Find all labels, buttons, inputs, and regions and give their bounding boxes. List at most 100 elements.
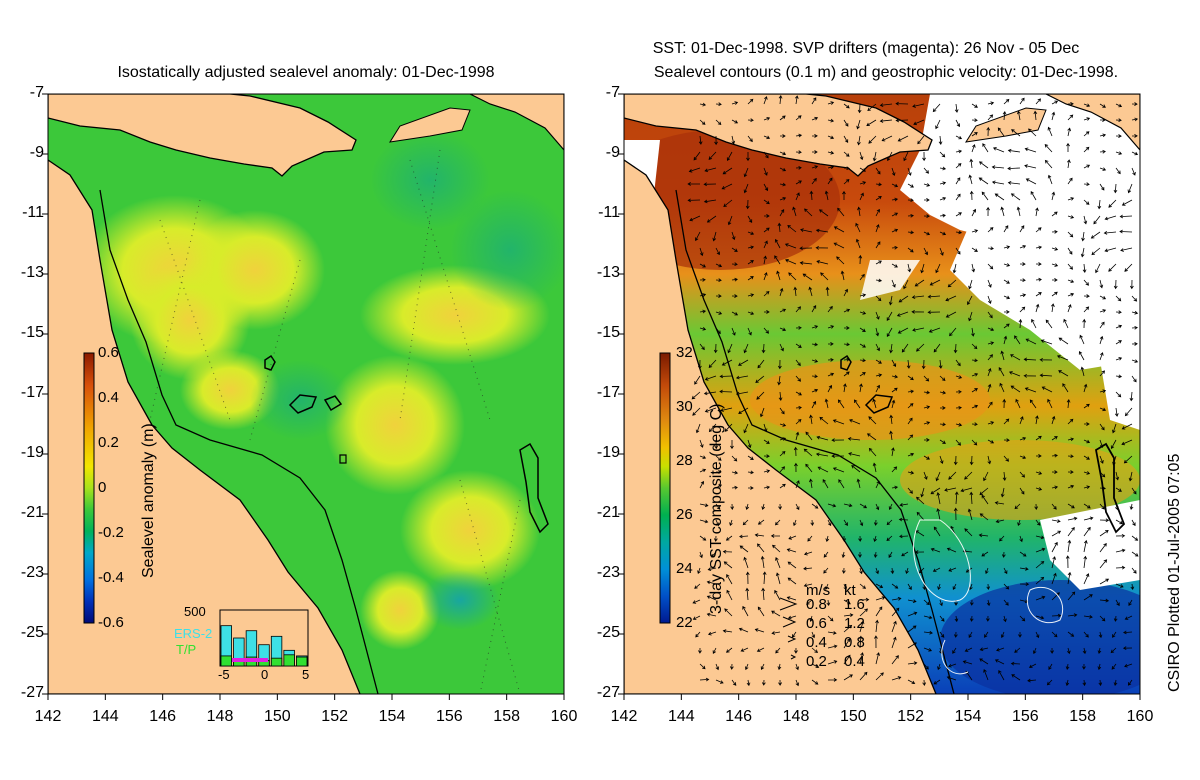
- velocity-arrow: [907, 403, 914, 409]
- velocity-arrow: [971, 388, 978, 393]
- velocity-arrow: [1099, 578, 1110, 585]
- velocity-arrow: [868, 447, 877, 457]
- velocity-arrow: [747, 276, 754, 281]
- velocity-arrow: [1083, 306, 1090, 313]
- velocity-arrow: [1131, 487, 1137, 495]
- velocity-arrow: [757, 606, 765, 617]
- velocity-arrow: [806, 599, 813, 605]
- histogram-xtick: 5: [302, 667, 310, 682]
- velocity-arrow: [840, 270, 845, 281]
- velocity-arrow: [939, 213, 946, 218]
- velocity-arrow: [1067, 127, 1072, 137]
- velocity-arrow: [779, 466, 786, 473]
- velocity-arrow: [1010, 385, 1021, 393]
- velocity-arrow: [777, 663, 782, 671]
- velocity-arrow: [1032, 647, 1037, 655]
- velocity-arrow: [1000, 631, 1005, 639]
- velocity-arrow: [891, 399, 896, 409]
- velocity-arrow: [890, 567, 895, 575]
- velocity-arrow: [1115, 167, 1121, 175]
- velocity-arrow: [1103, 230, 1117, 235]
- velocity-arrow: [820, 272, 829, 281]
- velocity-arrow: [832, 419, 845, 425]
- velocity-arrow: [924, 198, 930, 202]
- velocity-arrow: [954, 103, 959, 113]
- velocity-arrow: [763, 454, 770, 458]
- velocity-arrow: [795, 679, 800, 687]
- velocity-arrow: [795, 133, 803, 138]
- lon-label: 156: [1011, 708, 1039, 725]
- velocity-arrow: [1083, 555, 1088, 569]
- australia-land-right: [624, 159, 937, 694]
- velocity-arrow: [843, 135, 849, 143]
- velocity-arrow: [1091, 247, 1101, 256]
- velocity-arrow: [731, 294, 738, 298]
- velocity-arrow: [1131, 117, 1139, 122]
- velocity-arrow: [859, 583, 866, 589]
- velocity-arrow: [715, 102, 722, 107]
- velocity-arrow: [1067, 304, 1072, 313]
- lon-label: 146: [725, 708, 752, 725]
- velocity-arrow: [1115, 471, 1120, 481]
- velocity-arrow: [1029, 399, 1037, 409]
- velocity-arrow: [1035, 415, 1039, 425]
- velocity-arrow: [923, 663, 929, 670]
- velocity-arrow: [779, 115, 786, 121]
- velocity-arrow: [1113, 679, 1118, 686]
- velocity-arrow: [711, 551, 717, 558]
- velocity-arrow: [1003, 295, 1011, 300]
- velocity-arrow: [969, 599, 974, 606]
- velocity-arrow: [1113, 279, 1118, 290]
- velocity-arrow: [889, 343, 893, 354]
- velocity-arrow: [891, 374, 899, 379]
- velocity-arrow: [1065, 663, 1070, 670]
- velocity-arrow: [1024, 387, 1037, 393]
- velocity-arrow: [692, 615, 701, 620]
- velocity-arrow: [955, 375, 963, 379]
- velocity-arrow: [1112, 631, 1117, 638]
- velocity-arrow: [1067, 437, 1075, 442]
- velocity-arrow: [933, 679, 941, 685]
- velocity-arrow: [891, 279, 896, 288]
- velocity-arrow: [730, 503, 735, 510]
- velocity-arrow: [955, 135, 963, 140]
- velocity-arrow: [762, 571, 767, 585]
- velocity-arrow: [964, 528, 973, 537]
- right-map-title-line2: Sealevel contours (0.1 m) and geostrophi…: [653, 64, 1119, 81]
- velocity-arrow: [971, 118, 978, 123]
- velocity-arrow: [1035, 631, 1040, 639]
- velocity-arrow: [725, 535, 733, 541]
- velocity-arrow: [1035, 98, 1042, 105]
- velocity-arrow: [856, 119, 861, 130]
- velocity-arrow: [1124, 663, 1133, 668]
- velocity-arrow: [986, 206, 990, 217]
- velocity-arrow: [891, 655, 899, 665]
- lon-label: 160: [550, 708, 578, 725]
- velocity-arrow: [939, 631, 945, 638]
- velocity-arrow: [859, 608, 868, 617]
- velocity-arrow: [1083, 573, 1090, 585]
- lon-label: 156: [435, 708, 463, 725]
- velocity-arrow: [763, 290, 770, 297]
- velocity-arrow: [745, 587, 750, 601]
- velocity-arrow: [764, 214, 770, 218]
- velocity-arrow: [1115, 374, 1123, 379]
- colorbar-tick: 24: [676, 560, 693, 577]
- velocity-arrow: [907, 417, 913, 425]
- velocity-arrow: [1003, 279, 1010, 284]
- lon-label: 146: [149, 708, 176, 725]
- velocity-arrow: [715, 519, 720, 527]
- velocity-legend-ms: 0.6: [806, 615, 827, 632]
- velocity-arrow: [987, 101, 995, 106]
- velocity-arrow: [891, 228, 899, 233]
- velocity-arrow: [875, 373, 883, 378]
- velocity-arrow: [824, 583, 829, 591]
- velocity-arrow: [971, 103, 978, 108]
- histogram-bar-tp: [220, 655, 232, 667]
- velocity-arrow: [1067, 539, 1072, 553]
- velocity-arrow: [729, 519, 733, 527]
- velocity-arrow: [818, 209, 829, 217]
- velocity-arrow: [939, 406, 946, 410]
- velocity-arrow: [1003, 263, 1011, 267]
- velocity-arrow: [1115, 391, 1122, 398]
